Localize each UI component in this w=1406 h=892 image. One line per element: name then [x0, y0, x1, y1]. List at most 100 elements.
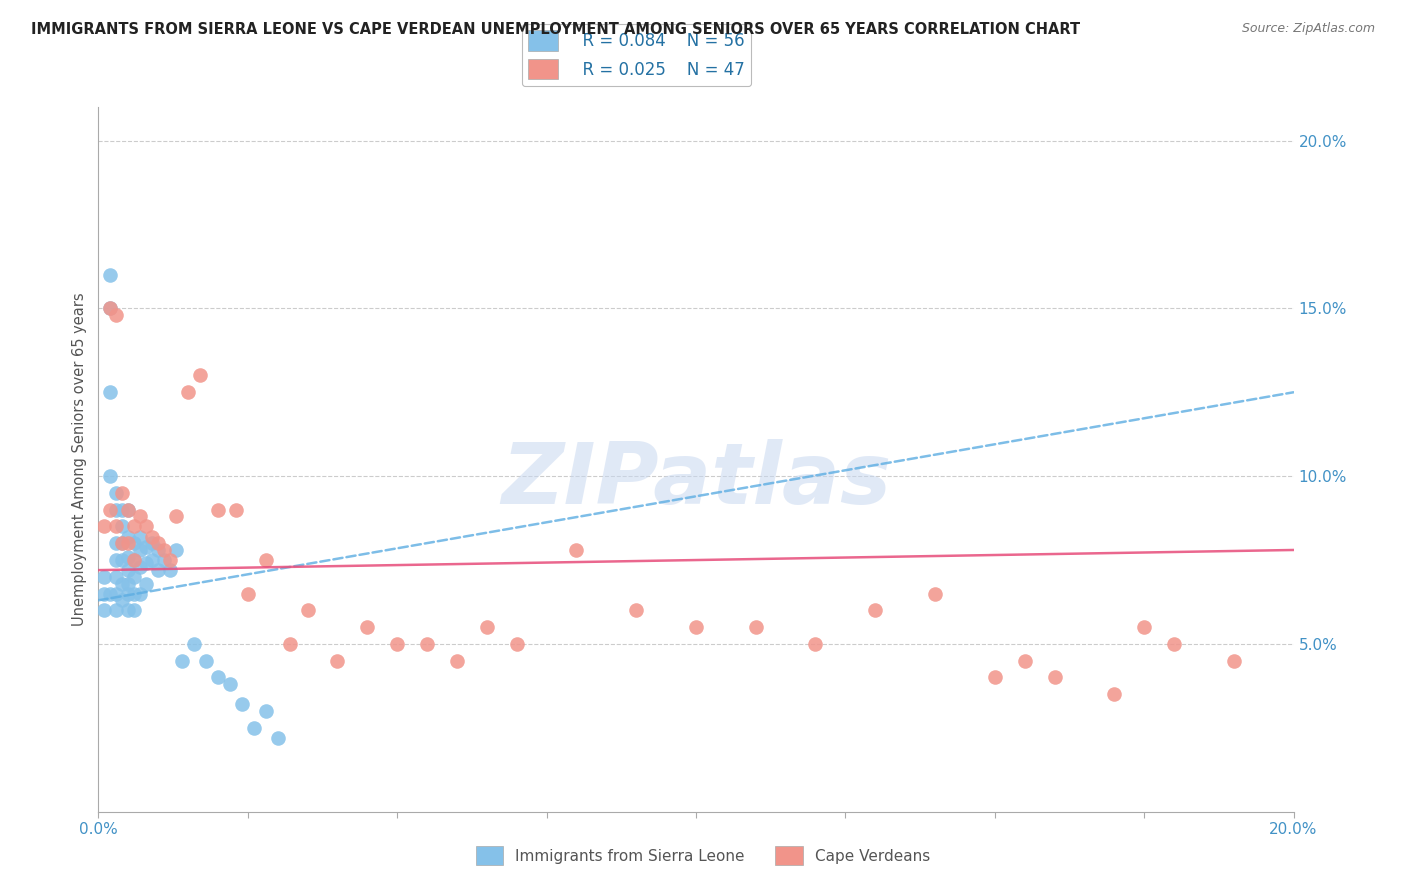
Point	[195, 654, 218, 668]
Point	[135, 576, 157, 591]
Point	[565, 543, 588, 558]
Point	[141, 536, 163, 550]
Point	[93, 519, 115, 533]
Point	[117, 536, 139, 550]
Point	[111, 486, 134, 500]
Point	[1014, 654, 1036, 668]
Point	[243, 721, 266, 735]
Point	[1133, 620, 1156, 634]
Point	[1163, 637, 1185, 651]
Point	[135, 557, 157, 571]
Point	[105, 570, 128, 584]
Point	[135, 540, 157, 554]
Point	[117, 549, 139, 564]
Point	[924, 586, 946, 600]
Point	[111, 502, 134, 516]
Point	[124, 570, 146, 584]
Point	[105, 603, 128, 617]
Legend: Immigrants from Sierra Leone, Cape Verdeans: Immigrants from Sierra Leone, Cape Verde…	[470, 840, 936, 871]
Point	[148, 563, 170, 577]
Point	[267, 731, 290, 745]
Point	[356, 620, 378, 634]
Point	[188, 368, 211, 383]
Point	[254, 704, 277, 718]
Point	[278, 637, 301, 651]
Point	[446, 654, 468, 668]
Point	[745, 620, 768, 634]
Point	[231, 698, 253, 712]
Text: ZIPatlas: ZIPatlas	[501, 439, 891, 522]
Point	[98, 586, 122, 600]
Point	[117, 502, 139, 516]
Point	[159, 563, 181, 577]
Point	[475, 620, 498, 634]
Point	[105, 586, 128, 600]
Point	[117, 530, 139, 544]
Point	[385, 637, 409, 651]
Point	[148, 536, 170, 550]
Point	[165, 509, 187, 524]
Point	[129, 509, 152, 524]
Point	[254, 553, 277, 567]
Point	[111, 593, 134, 607]
Point	[98, 301, 122, 316]
Point	[153, 553, 176, 567]
Point	[129, 586, 152, 600]
Point	[111, 519, 134, 533]
Y-axis label: Unemployment Among Seniors over 65 years: Unemployment Among Seniors over 65 years	[72, 293, 87, 626]
Point	[124, 536, 146, 550]
Point	[105, 486, 128, 500]
Text: Source: ZipAtlas.com: Source: ZipAtlas.com	[1241, 22, 1375, 36]
Point	[148, 543, 170, 558]
Point	[117, 563, 139, 577]
Point	[117, 576, 139, 591]
Point	[124, 603, 146, 617]
Point	[124, 553, 146, 567]
Point	[117, 586, 139, 600]
Point	[225, 502, 247, 516]
Point	[111, 576, 134, 591]
Point	[326, 654, 349, 668]
Point	[129, 543, 152, 558]
Point	[124, 586, 146, 600]
Point	[1223, 654, 1246, 668]
Point	[93, 603, 115, 617]
Point	[129, 559, 152, 574]
Point	[865, 603, 887, 617]
Point	[141, 553, 163, 567]
Point	[984, 671, 1007, 685]
Point	[124, 519, 146, 533]
Point	[236, 586, 259, 600]
Point	[98, 301, 122, 316]
Point	[124, 553, 146, 567]
Point	[1104, 687, 1126, 701]
Point	[172, 654, 194, 668]
Point	[219, 677, 242, 691]
Point	[506, 637, 529, 651]
Point	[93, 586, 115, 600]
Point	[105, 502, 128, 516]
Point	[105, 553, 128, 567]
Point	[183, 637, 205, 651]
Point	[685, 620, 707, 634]
Point	[135, 519, 157, 533]
Point	[111, 536, 134, 550]
Point	[141, 530, 163, 544]
Point	[93, 570, 115, 584]
Point	[297, 603, 319, 617]
Point	[153, 543, 176, 558]
Legend:   R = 0.084    N = 56,   R = 0.025    N = 47: R = 0.084 N = 56, R = 0.025 N = 47	[522, 24, 751, 87]
Point	[117, 502, 139, 516]
Point	[105, 536, 128, 550]
Point	[98, 385, 122, 400]
Point	[105, 519, 128, 533]
Point	[111, 536, 134, 550]
Point	[98, 502, 122, 516]
Point	[111, 553, 134, 567]
Point	[105, 308, 128, 322]
Point	[98, 469, 122, 483]
Point	[98, 268, 122, 282]
Point	[177, 385, 200, 400]
Point	[416, 637, 439, 651]
Point	[159, 553, 181, 567]
